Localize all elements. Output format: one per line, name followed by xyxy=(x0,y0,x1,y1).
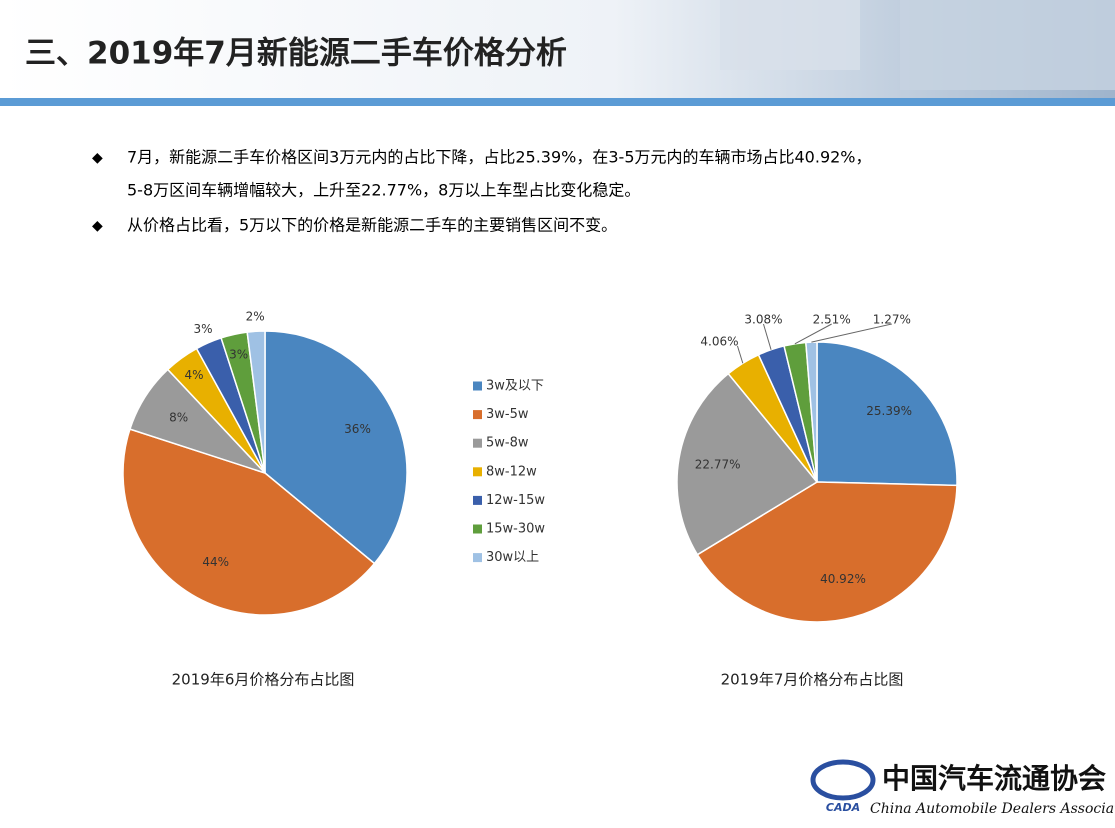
logo-ring xyxy=(810,759,876,801)
data-label: 40.92% xyxy=(820,572,866,586)
legend-label: 8w-12w xyxy=(486,464,537,479)
data-label: 4% xyxy=(185,368,204,382)
logo-english: China Automobile Dealers Association xyxy=(870,801,1115,817)
bullet-text: 5-8万区间车辆增幅较大，上升至22.77%，8万以上车型占比变化稳定。 xyxy=(127,181,640,200)
header-bar xyxy=(0,98,1115,106)
pie-slice xyxy=(696,481,958,623)
legend-label: 5w-8w xyxy=(486,436,529,451)
legend-label: 12w-15w xyxy=(486,493,545,508)
legend-swatch xyxy=(473,495,482,505)
legend-label: 3w-5w xyxy=(486,407,529,422)
slide-title: 三、2019年7月新能源二手车价格分析 xyxy=(25,36,567,72)
data-label: 3.08% xyxy=(744,313,782,327)
pie-slice xyxy=(122,428,376,616)
legend-swatch xyxy=(473,524,482,534)
data-label: 22.77% xyxy=(695,458,741,472)
bullet-text: 从价格占比看，5万以下的价格是新能源二手车的主要销售区间不变。 xyxy=(127,216,617,235)
pie-slice xyxy=(246,330,266,474)
legend-label: 30w以上 xyxy=(486,550,539,565)
data-label: 4.06% xyxy=(700,334,738,348)
data-label: 2% xyxy=(246,310,265,324)
logo-name: 中国汽车流通协会 xyxy=(882,762,1106,795)
data-label: 3% xyxy=(229,348,248,362)
chart-title: 2019年6月价格分布占比图 xyxy=(172,671,355,689)
leader-line xyxy=(794,323,832,345)
leader-line xyxy=(811,323,892,343)
legend-swatch xyxy=(473,467,482,477)
leader-line xyxy=(762,323,772,350)
data-label: 1.27% xyxy=(873,313,911,327)
data-label: 25.39% xyxy=(866,404,912,418)
leader-line xyxy=(736,345,744,364)
header-cube xyxy=(720,0,860,70)
logo: CADA 中国汽车流通协会 China Automobile Dealers A… xyxy=(810,759,1115,817)
legend-swatch xyxy=(473,410,482,420)
chart-title: 2019年7月价格分布占比图 xyxy=(721,671,904,689)
data-label: 44% xyxy=(202,555,229,569)
bullet-text: 7月，新能源二手车价格区间3万元内的占比下降，占比25.39%，在3-5万元内的… xyxy=(127,148,872,167)
legend-label: 3w及以下 xyxy=(486,379,544,394)
bullet-icon: ◆ xyxy=(92,150,103,166)
pie-slice xyxy=(676,372,819,556)
data-label: 2.51% xyxy=(813,313,851,327)
logo-mark: CADA xyxy=(826,801,860,814)
data-label: 8% xyxy=(169,411,188,425)
data-label: 3% xyxy=(193,322,212,336)
legend-swatch xyxy=(473,381,482,391)
legend-swatch xyxy=(473,553,482,563)
pie-slice xyxy=(805,341,818,483)
legend-swatch xyxy=(473,438,482,448)
pie-slice xyxy=(816,341,958,487)
data-label: 36% xyxy=(344,422,371,436)
bullet-icon: ◆ xyxy=(92,218,103,234)
header-cube xyxy=(900,0,1115,90)
legend-label: 15w-30w xyxy=(486,522,545,537)
pie-slice xyxy=(264,330,408,565)
